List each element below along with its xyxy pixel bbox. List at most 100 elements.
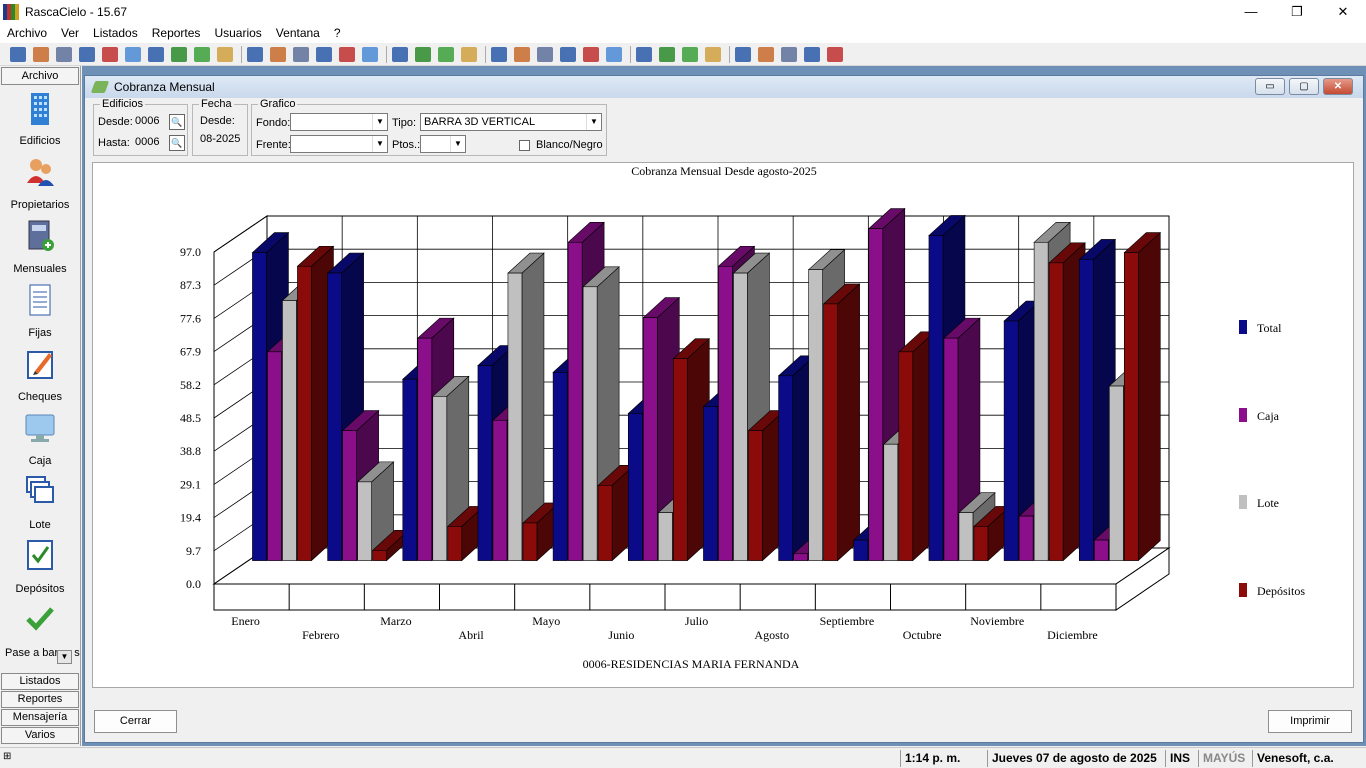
sidebar-item-propietarios[interactable]: Propietarios bbox=[0, 149, 80, 213]
calc-grid-icon[interactable] bbox=[247, 46, 263, 62]
folder-icon[interactable] bbox=[659, 46, 675, 62]
sidebar-item-label: Cheques bbox=[17, 391, 63, 403]
bar-lote bbox=[282, 300, 297, 561]
menu-ventana[interactable]: Ventana bbox=[275, 26, 320, 40]
sidebar-section-reportes[interactable]: Reportes bbox=[1, 691, 79, 708]
y-tick-label: 97.0 bbox=[180, 245, 201, 259]
monitor-icon[interactable] bbox=[125, 46, 141, 62]
status-company: Venesoft, c.a. bbox=[1252, 750, 1364, 767]
sidebar-item-mensuales[interactable]: Mensuales bbox=[0, 213, 80, 277]
close-button[interactable]: ✕ bbox=[1337, 3, 1349, 19]
y-tick-label: 67.9 bbox=[180, 345, 201, 359]
sidebar-section-varios[interactable]: Varios bbox=[1, 727, 79, 744]
fondo-select[interactable]: ▼ bbox=[290, 113, 388, 131]
sidebar-section-listados[interactable]: Listados bbox=[1, 673, 79, 690]
image-icon[interactable] bbox=[217, 46, 233, 62]
books-icon[interactable] bbox=[735, 46, 751, 62]
people-icon bbox=[25, 155, 55, 189]
owners-icon[interactable] bbox=[33, 46, 49, 62]
doc2-icon[interactable] bbox=[293, 46, 309, 62]
bar-caja bbox=[492, 419, 508, 561]
menu-help[interactable]: ? bbox=[333, 26, 341, 40]
menu-archivo[interactable]: Archivo bbox=[7, 26, 48, 40]
blank-icon[interactable] bbox=[804, 46, 820, 62]
report-icon[interactable] bbox=[583, 46, 599, 62]
sidebar-item-depositos[interactable]: Depósitos bbox=[0, 533, 80, 597]
calculator-icon[interactable] bbox=[705, 46, 721, 62]
sidebar-item-cheques[interactable]: Cheques bbox=[0, 341, 80, 405]
pen-icon[interactable] bbox=[392, 46, 408, 62]
doc-icon[interactable] bbox=[79, 46, 95, 62]
check-green-icon[interactable] bbox=[194, 46, 210, 62]
edificios-desde-field[interactable]: 0006 bbox=[135, 115, 160, 127]
document-icon bbox=[25, 283, 55, 317]
sidebar-item-lote[interactable]: Lote bbox=[0, 469, 80, 533]
x-tick-label: Noviembre bbox=[970, 614, 1024, 628]
print-icon[interactable] bbox=[362, 46, 378, 62]
frente-select[interactable]: ▼ bbox=[290, 135, 388, 153]
card-icon[interactable] bbox=[606, 46, 622, 62]
ptos-select[interactable]: ▼ bbox=[420, 135, 466, 153]
sidebar-item-pase-a-bancos[interactable]: Pase a bar s bbox=[0, 597, 80, 661]
fecha-desde-label: Desde: bbox=[200, 115, 235, 127]
building-icon bbox=[25, 91, 55, 125]
bar-total bbox=[402, 378, 418, 561]
maximize-button[interactable]: ❐ bbox=[1291, 3, 1303, 19]
layers-icon[interactable] bbox=[148, 46, 164, 62]
sidebar-scroll-down-button[interactable]: ▼ bbox=[57, 650, 72, 664]
grid-icon[interactable] bbox=[491, 46, 507, 62]
money-icon[interactable] bbox=[560, 46, 576, 62]
x-axis-label: 0006-RESIDENCIAS MARIA FERNANDA bbox=[583, 657, 800, 671]
search-icon[interactable]: 🔍 bbox=[169, 135, 185, 151]
edificios-legend: Edificios bbox=[102, 98, 143, 110]
bar-total bbox=[627, 413, 643, 561]
search-icon[interactable]: 🔍 bbox=[169, 114, 185, 130]
window-icon[interactable] bbox=[781, 46, 797, 62]
blanco-negro-checkbox[interactable] bbox=[519, 140, 530, 151]
check-icon[interactable] bbox=[171, 46, 187, 62]
child-close-button[interactable]: ✕ bbox=[1323, 78, 1353, 95]
sidebar-item-caja[interactable]: Caja bbox=[0, 405, 80, 469]
menu-reportes[interactable]: Reportes bbox=[151, 26, 201, 40]
fecha-desde-field[interactable]: 08-2025 bbox=[200, 133, 241, 145]
doc3-icon[interactable] bbox=[316, 46, 332, 62]
page-icon[interactable] bbox=[438, 46, 454, 62]
sidebar-header-archivo[interactable]: Archivo bbox=[1, 67, 79, 85]
x-tick-label: Octubre bbox=[903, 628, 942, 642]
bar-lote bbox=[507, 272, 523, 561]
bar-caja bbox=[417, 337, 433, 561]
chevron-down-icon: ▼ bbox=[372, 136, 387, 152]
file-icon[interactable] bbox=[758, 46, 774, 62]
child-minimize-button[interactable]: ▭ bbox=[1255, 78, 1285, 95]
mail-icon[interactable] bbox=[682, 46, 698, 62]
bar-depósitos bbox=[748, 430, 763, 561]
legend-swatch bbox=[1239, 583, 1247, 597]
frente-label: Frente: bbox=[256, 139, 291, 151]
edit-icon[interactable] bbox=[102, 46, 118, 62]
menu-listados[interactable]: Listados bbox=[93, 26, 138, 40]
pen2-icon[interactable] bbox=[415, 46, 431, 62]
table-icon[interactable] bbox=[514, 46, 530, 62]
cerrar-button[interactable]: Cerrar bbox=[94, 710, 177, 733]
sidebar-section-mensajeria[interactable]: Mensajería bbox=[1, 709, 79, 726]
table2-icon[interactable] bbox=[537, 46, 553, 62]
legend-swatch bbox=[1239, 495, 1247, 509]
doc4-icon[interactable] bbox=[339, 46, 355, 62]
sidebar-item-edificios[interactable]: Edificios bbox=[0, 85, 80, 149]
new-icon[interactable] bbox=[10, 46, 26, 62]
minimize-button[interactable]: — bbox=[1244, 4, 1258, 19]
imprimir-button[interactable]: Imprimir bbox=[1268, 710, 1352, 733]
edificios-hasta-field[interactable]: 0006 bbox=[135, 136, 160, 148]
menu-usuarios[interactable]: Usuarios bbox=[214, 26, 262, 40]
drive-icon[interactable] bbox=[827, 46, 843, 62]
clock-icon[interactable] bbox=[636, 46, 652, 62]
sidebar-item-fijas[interactable]: Fijas bbox=[0, 277, 80, 341]
bar-depósitos bbox=[597, 485, 613, 561]
y-tick-label: 9.7 bbox=[186, 544, 201, 558]
list-icon[interactable] bbox=[270, 46, 286, 62]
receipt-icon[interactable] bbox=[56, 46, 72, 62]
tag-icon[interactable] bbox=[461, 46, 477, 62]
child-maximize-button[interactable]: ▢ bbox=[1289, 78, 1319, 95]
tipo-select[interactable]: BARRA 3D VERTICAL ▼ bbox=[420, 113, 602, 131]
menu-ver[interactable]: Ver bbox=[61, 26, 80, 40]
